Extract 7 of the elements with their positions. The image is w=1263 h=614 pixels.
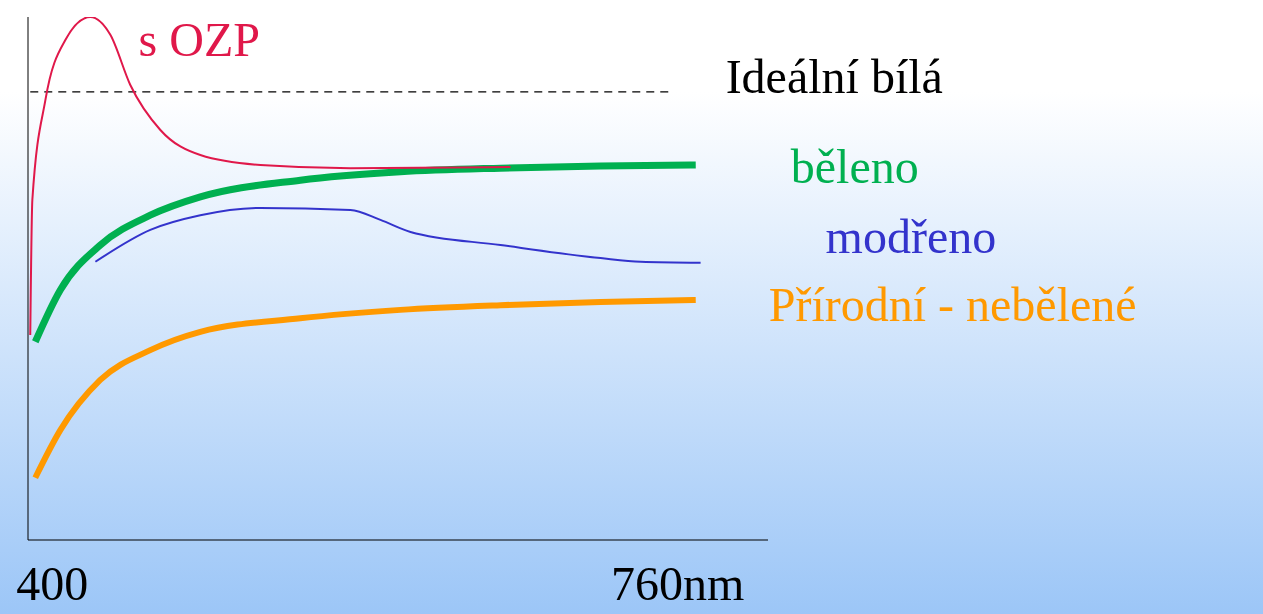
series-label: běleno bbox=[790, 140, 919, 194]
series-label: Ideální bílá bbox=[725, 49, 943, 103]
text: modřeno bbox=[825, 209, 997, 263]
series-label: s OZP bbox=[138, 13, 260, 67]
series-label: Přírodní - nebělené bbox=[768, 277, 1137, 331]
x-tick-label: 400 bbox=[16, 557, 89, 611]
x-tick-label: 760nm bbox=[611, 557, 745, 611]
